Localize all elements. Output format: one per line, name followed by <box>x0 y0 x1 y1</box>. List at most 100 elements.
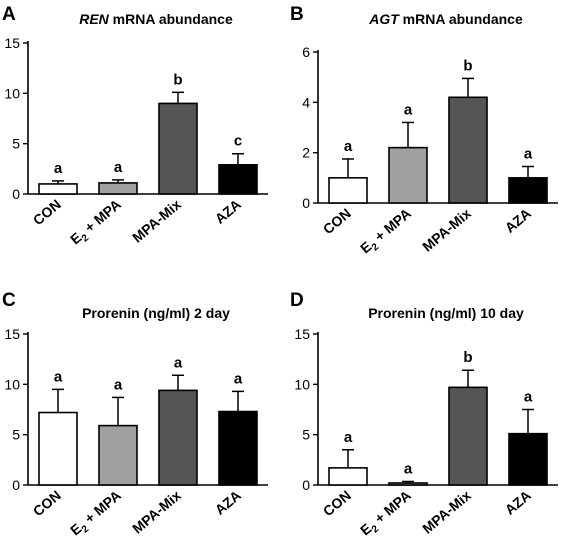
category-label-sub: 2 <box>80 523 92 535</box>
category-label: MPA-Mix <box>129 487 184 537</box>
y-tick-label: 4 <box>302 94 310 110</box>
category-label: MPA-Mix <box>419 487 474 537</box>
significance-letter: a <box>524 146 533 163</box>
panel-label: D <box>290 290 304 311</box>
category-label: E2 + MPA <box>357 205 417 259</box>
y-tick-label: 5 <box>302 427 310 443</box>
category-label-main: CON <box>30 196 64 228</box>
category-label-main: CON <box>30 487 64 519</box>
category-label-main: CON <box>320 205 354 237</box>
category-label: CON <box>320 205 354 237</box>
y-tick-label: 5 <box>12 136 20 152</box>
significance-letter: a <box>114 159 123 176</box>
bar <box>388 482 428 486</box>
significance-letter: a <box>344 138 353 155</box>
significance-letter: a <box>404 101 413 118</box>
panel-label: C <box>2 290 16 311</box>
bar <box>98 424 138 486</box>
panel-label: A <box>2 4 16 25</box>
y-tick-label: 15 <box>4 35 20 51</box>
category-label-main: AZA <box>502 205 534 236</box>
category-label: AZA <box>502 205 534 236</box>
bar <box>388 146 428 204</box>
bar <box>38 183 78 195</box>
significance-letter: b <box>173 71 182 88</box>
bar <box>38 411 78 486</box>
category-label-main: AZA <box>212 196 244 227</box>
y-tick-label: 0 <box>12 477 20 493</box>
significance-letter: a <box>54 368 63 385</box>
y-tick-label: 6 <box>302 44 310 60</box>
category-label: CON <box>30 487 64 519</box>
category-label-tail: + MPA <box>368 205 414 247</box>
bar <box>508 177 548 204</box>
chart-title-text: Prorenin (ng/ml) 10 day <box>368 305 524 321</box>
category-label: AZA <box>502 487 534 518</box>
y-tick-label: 0 <box>12 186 20 202</box>
chart-panel-a: A REN mRNA abundance 0 5 10 15 a CON a E2 + MPA b M… <box>2 4 268 250</box>
y-tick-label: 10 <box>294 376 310 392</box>
chart-panel-c: C Prorenin (ng/ml) 2 day 0 5 10 15 a CON a E2 + M… <box>2 290 268 541</box>
bar <box>328 467 368 486</box>
significance-letter: c <box>234 133 242 150</box>
category-label: CON <box>30 196 64 228</box>
chart-title: Prorenin (ng/ml) 10 day <box>368 305 524 321</box>
category-label-main: MPA-Mix <box>419 205 474 255</box>
category-label-main: CON <box>320 487 354 519</box>
y-tick-label: 15 <box>4 326 20 342</box>
category-label-main: MPA-Mix <box>129 487 184 537</box>
category-label: E2 + MPA <box>67 196 127 250</box>
bar <box>218 410 258 486</box>
bar <box>158 102 198 195</box>
chart-title: Prorenin (ng/ml) 2 day <box>82 305 230 321</box>
bar <box>328 177 368 204</box>
bar <box>508 432 548 486</box>
significance-letter: a <box>114 376 123 393</box>
bar <box>158 389 198 486</box>
category-label-sub: 2 <box>370 241 382 253</box>
y-tick-label: 15 <box>294 326 310 342</box>
category-label-main: AZA <box>502 487 534 518</box>
chart-title-gene: AGT <box>368 11 400 27</box>
y-tick-label: 5 <box>12 427 20 443</box>
chart-title: AGT mRNA abundance <box>368 11 523 27</box>
bar <box>218 164 258 195</box>
category-label: E2 + MPA <box>67 487 127 541</box>
significance-letter: a <box>344 429 353 446</box>
category-label-sub: 2 <box>370 523 382 535</box>
y-tick-label: 0 <box>302 195 310 211</box>
bar <box>448 96 488 204</box>
significance-letter: a <box>524 389 533 406</box>
chart-title-gene: REN <box>79 11 109 27</box>
category-label: AZA <box>212 487 244 518</box>
category-label: MPA-Mix <box>129 196 184 246</box>
significance-letter: a <box>404 460 413 477</box>
significance-letter: b <box>463 57 472 74</box>
category-label: CON <box>320 487 354 519</box>
category-label-tail: + MPA <box>368 487 414 529</box>
chart-title-text: mRNA abundance <box>399 11 523 27</box>
chart-title: REN mRNA abundance <box>79 11 233 27</box>
significance-letter: a <box>174 354 183 371</box>
category-label: E2 + MPA <box>357 487 417 541</box>
significance-letter: a <box>234 370 243 387</box>
chart-panel-b: B AGT mRNA abundance 0 2 4 6 a CON a E2 + MPA b MPA… <box>290 4 558 259</box>
category-label: MPA-Mix <box>419 205 474 255</box>
chart-panel-d: D Prorenin (ng/ml) 10 day 0 5 10 15 a CON a E2 + … <box>290 290 558 541</box>
panel-label: B <box>290 4 304 25</box>
chart-title-text: Prorenin (ng/ml) 2 day <box>82 305 230 321</box>
category-label: AZA <box>212 196 244 227</box>
category-label-main: MPA-Mix <box>129 196 184 246</box>
category-label-main: MPA-Mix <box>419 487 474 537</box>
y-tick-label: 10 <box>4 85 20 101</box>
y-tick-label: 10 <box>4 376 20 392</box>
significance-letter: b <box>463 349 472 366</box>
bar <box>98 182 138 195</box>
y-tick-label: 2 <box>302 145 310 161</box>
y-tick-label: 0 <box>302 477 310 493</box>
category-label-sub: 2 <box>80 232 92 244</box>
chart-title-text: mRNA abundance <box>109 11 233 27</box>
significance-letter: a <box>54 160 63 177</box>
category-label-tail: + MPA <box>78 196 124 238</box>
